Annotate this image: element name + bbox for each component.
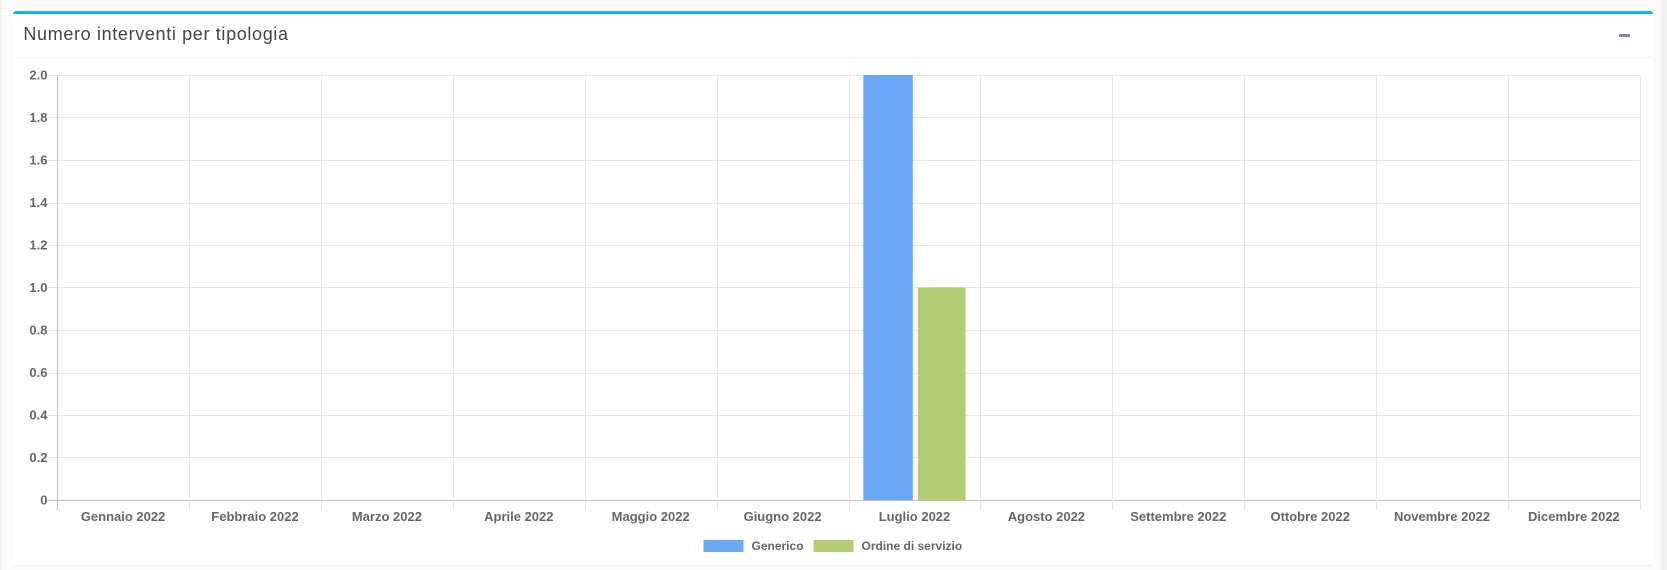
svg-text:Ottobre 2022: Ottobre 2022 [1270,509,1349,524]
svg-text:1.8: 1.8 [29,110,47,125]
svg-text:0.8: 0.8 [29,323,47,338]
svg-text:0.6: 0.6 [29,365,47,380]
svg-text:0: 0 [40,493,47,508]
svg-text:Agosto 2022: Agosto 2022 [1008,509,1085,524]
svg-text:1.0: 1.0 [29,280,47,295]
svg-text:Generico: Generico [752,539,804,553]
svg-text:0.4: 0.4 [29,408,48,423]
svg-text:Dicembre 2022: Dicembre 2022 [1528,509,1620,524]
svg-text:Ordine di servizio: Ordine di servizio [862,539,963,553]
svg-text:Settembre 2022: Settembre 2022 [1130,509,1226,524]
svg-text:1.6: 1.6 [29,153,47,168]
svg-text:Luglio 2022: Luglio 2022 [879,509,951,524]
svg-text:Maggio 2022: Maggio 2022 [612,509,690,524]
svg-text:1.4: 1.4 [29,195,48,210]
svg-text:0.2: 0.2 [29,450,47,465]
svg-text:Giugno 2022: Giugno 2022 [744,509,822,524]
svg-text:Gennaio 2022: Gennaio 2022 [81,509,166,524]
svg-text:Novembre 2022: Novembre 2022 [1394,509,1490,524]
svg-text:Febbraio 2022: Febbraio 2022 [211,509,298,524]
svg-text:Aprile 2022: Aprile 2022 [484,509,553,524]
svg-text:2.0: 2.0 [29,68,47,83]
svg-text:1.2: 1.2 [29,238,47,253]
svg-text:Marzo 2022: Marzo 2022 [352,509,422,524]
